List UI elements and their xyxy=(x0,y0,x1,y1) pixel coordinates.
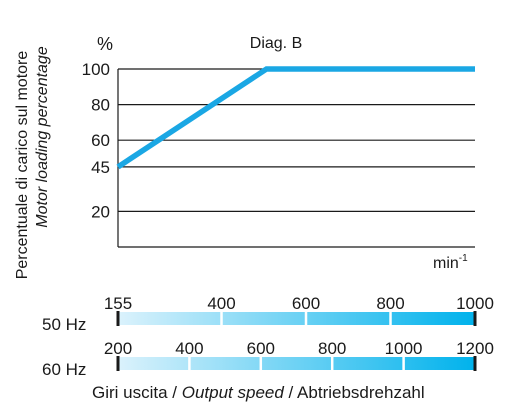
y-tick-label: 60 xyxy=(91,131,110,150)
speed-tick-label: 1200 xyxy=(456,339,494,358)
speed-tick-label: 1000 xyxy=(385,339,423,358)
speed-tick-label: 1000 xyxy=(456,294,494,313)
speed-scale-2: 60 Hz 200 400 600 800 1000 1200 xyxy=(42,339,494,379)
frequency-label: 50 Hz xyxy=(42,315,86,334)
speed-tick-label: 800 xyxy=(318,339,346,358)
x-unit-label: min-1 xyxy=(433,253,468,272)
y-tick-label: 80 xyxy=(91,96,110,115)
speed-tick-label: 400 xyxy=(207,294,235,313)
x-axis-label-german: / Abtriebsdrehzahl xyxy=(284,383,425,402)
speed-gradient-bar xyxy=(118,312,475,325)
x-unit-base: min xyxy=(433,255,459,272)
chart-title: Diag. B xyxy=(250,35,302,52)
x-axis-label-english: Output speed xyxy=(182,383,285,402)
series-line xyxy=(116,66,475,170)
y-axis-label-english: Motor loading percentage xyxy=(34,46,51,228)
speed-tick-label: 800 xyxy=(376,294,404,313)
x-axis-label-italian: Giri uscita / xyxy=(92,383,182,402)
frequency-label: 60 Hz xyxy=(42,360,86,379)
y-unit-label: % xyxy=(97,34,113,54)
speed-tick-label: 600 xyxy=(247,339,275,358)
speed-tick-label: 600 xyxy=(292,294,320,313)
x-unit-exponent: -1 xyxy=(459,253,468,264)
y-axis-label-italian: Percentuale di carico sul motore xyxy=(14,51,31,280)
speed-scale-1: 50 Hz 155 400 600 800 1000 xyxy=(42,294,494,334)
speed-scales: 50 Hz 155 400 600 800 1000 60 Hz 200 400 600 800 10… xyxy=(42,294,494,379)
speed-tick-label: 200 xyxy=(104,339,132,358)
y-tick-label: 45 xyxy=(91,158,110,177)
speed-tick-label: 155 xyxy=(104,294,132,313)
speed-gradient-bar xyxy=(118,357,475,370)
speed-tick-label: 400 xyxy=(175,339,203,358)
y-tick-label: 20 xyxy=(91,202,110,221)
plot-area: 100 80 60 45 20 xyxy=(82,60,475,248)
y-tick-label: 100 xyxy=(82,60,110,79)
x-axis-label: Giri uscita / Output speed / Abtriebsdre… xyxy=(92,383,425,402)
